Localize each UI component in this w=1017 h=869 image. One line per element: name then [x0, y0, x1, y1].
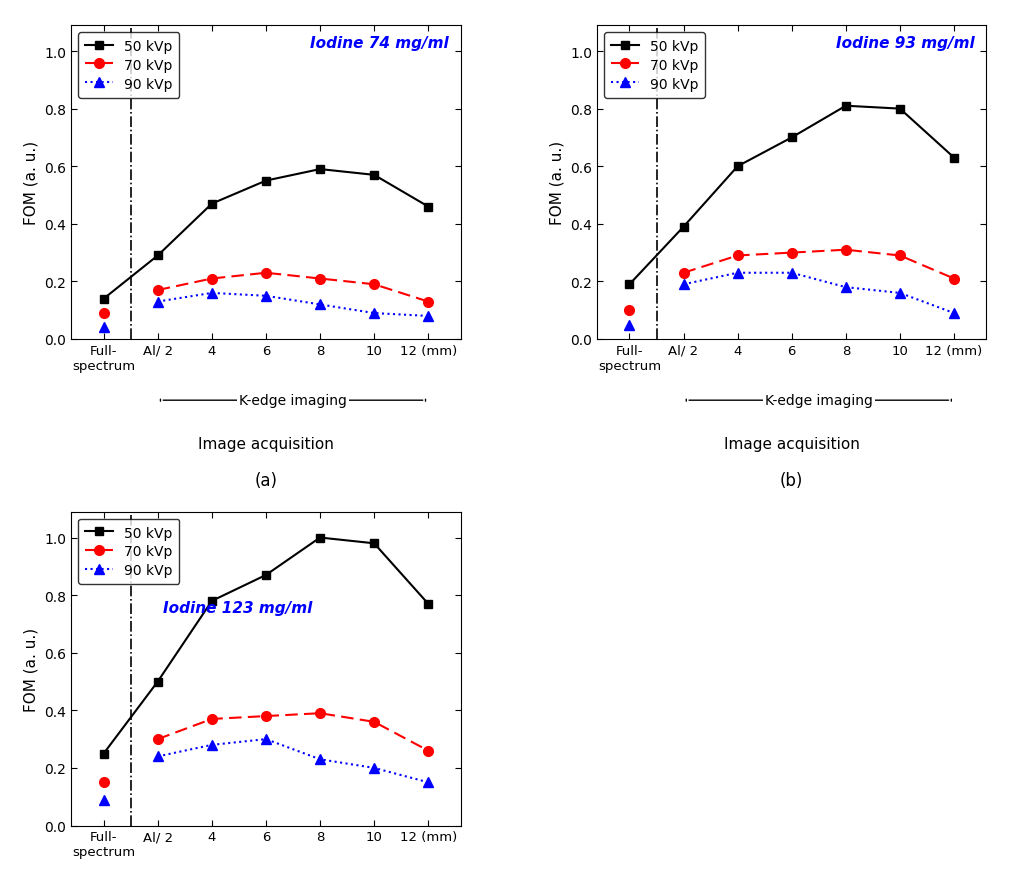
Text: Image acquisition: Image acquisition	[198, 437, 334, 452]
Text: K-edge imaging: K-edge imaging	[765, 394, 873, 408]
Text: Iodine 93 mg/ml: Iodine 93 mg/ml	[836, 36, 975, 50]
Legend: 50 kVp, 70 kVp, 90 kVp: 50 kVp, 70 kVp, 90 kVp	[78, 519, 179, 585]
Text: Image acquisition: Image acquisition	[724, 437, 859, 452]
Y-axis label: FOM (a. u.): FOM (a. u.)	[23, 141, 39, 225]
Y-axis label: FOM (a. u.): FOM (a. u.)	[549, 141, 564, 225]
Text: (a): (a)	[254, 471, 278, 489]
Text: K-edge imaging: K-edge imaging	[239, 394, 347, 408]
Y-axis label: FOM (a. u.): FOM (a. u.)	[23, 627, 39, 711]
Legend: 50 kVp, 70 kVp, 90 kVp: 50 kVp, 70 kVp, 90 kVp	[604, 33, 705, 98]
Legend: 50 kVp, 70 kVp, 90 kVp: 50 kVp, 70 kVp, 90 kVp	[78, 33, 179, 98]
Text: Iodine 123 mg/ml: Iodine 123 mg/ml	[164, 600, 312, 614]
Text: (b): (b)	[780, 471, 803, 489]
Text: Iodine 74 mg/ml: Iodine 74 mg/ml	[310, 36, 448, 50]
